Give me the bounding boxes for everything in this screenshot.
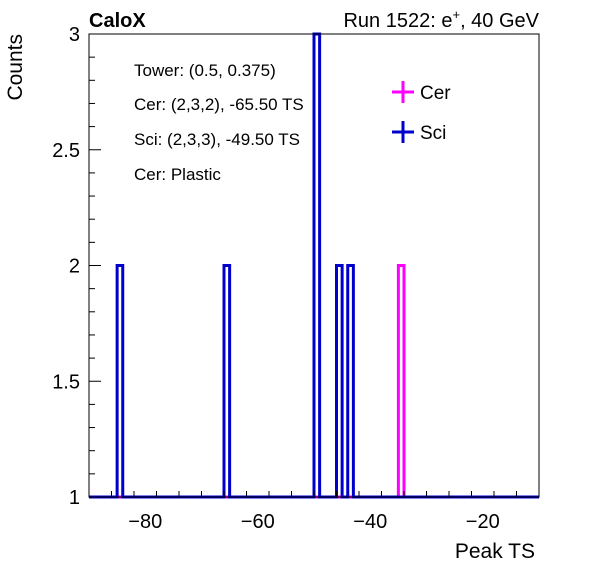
y-tick-label: 3 xyxy=(69,24,80,46)
y-axis-label: Counts xyxy=(4,34,27,101)
x-tick-label: −20 xyxy=(466,511,500,533)
experiment-label: CaloX xyxy=(89,10,146,32)
y-tick-label: 1 xyxy=(69,487,80,509)
legend: Cer Sci xyxy=(392,81,451,144)
x-tick-label: −80 xyxy=(128,511,162,533)
x-tick-label: −40 xyxy=(353,511,387,533)
run-label: Run 1522: e+, 40 GeV xyxy=(343,7,539,32)
info-line-cer: Cer: (2,3,2), -65.50 TS xyxy=(134,95,304,114)
axes-frame: −80 −60 −40 −20 1 1.5 2 2.5 3 xyxy=(52,24,540,533)
info-line-tower: Tower: (0.5, 0.375) xyxy=(134,61,276,80)
y-tick-label: 2.5 xyxy=(52,140,80,162)
y-tick-label: 1.5 xyxy=(52,371,80,393)
info-box: Tower: (0.5, 0.375) Cer: (2,3,2), -65.50… xyxy=(134,61,304,184)
legend-label-cer: Cer xyxy=(420,83,451,104)
info-line-material: Cer: Plastic xyxy=(134,165,221,184)
info-line-sci: Sci: (2,3,3), -49.50 TS xyxy=(134,130,300,149)
legend-label-sci: Sci xyxy=(420,123,446,144)
x-tick-label: −60 xyxy=(241,511,275,533)
y-tick-label: 2 xyxy=(69,256,80,278)
x-axis-label: Peak TS xyxy=(455,540,535,563)
